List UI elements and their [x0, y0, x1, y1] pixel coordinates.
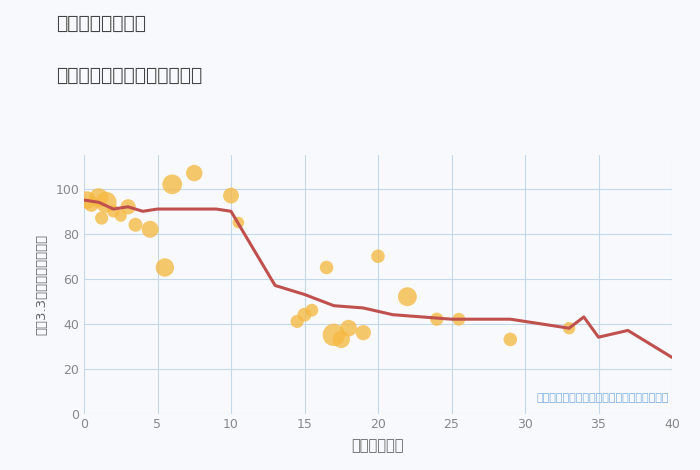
Point	[431, 315, 442, 323]
Point	[328, 331, 339, 339]
Point	[372, 252, 384, 260]
Point	[81, 196, 92, 204]
Text: 千葉県市原市石川: 千葉県市原市石川	[56, 14, 146, 33]
Point	[454, 315, 465, 323]
Point	[167, 180, 178, 188]
Point	[343, 324, 354, 332]
Point	[291, 318, 302, 325]
Point	[144, 226, 155, 233]
Point	[96, 214, 107, 222]
Point	[85, 201, 97, 208]
Point	[299, 311, 310, 319]
Point	[160, 264, 171, 271]
Text: 円の大きさは、取引のあった物件面積を示す: 円の大きさは、取引のあった物件面積を示す	[537, 393, 669, 403]
Point	[115, 212, 126, 219]
Point	[122, 203, 134, 211]
Point	[505, 336, 516, 343]
Point	[564, 324, 575, 332]
X-axis label: 築年数（年）: 築年数（年）	[351, 439, 405, 454]
Point	[101, 198, 112, 206]
Point	[402, 293, 413, 300]
Y-axis label: 平（3.3㎡）単価（万円）: 平（3.3㎡）単価（万円）	[35, 234, 48, 335]
Point	[130, 221, 141, 228]
Point	[108, 208, 119, 215]
Point	[232, 219, 244, 226]
Point	[358, 329, 369, 337]
Point	[225, 192, 237, 199]
Point	[307, 306, 318, 314]
Text: 築年数別中古マンション価格: 築年数別中古マンション価格	[56, 66, 202, 85]
Point	[93, 194, 104, 202]
Point	[321, 264, 332, 271]
Point	[189, 169, 200, 177]
Point	[336, 336, 347, 343]
